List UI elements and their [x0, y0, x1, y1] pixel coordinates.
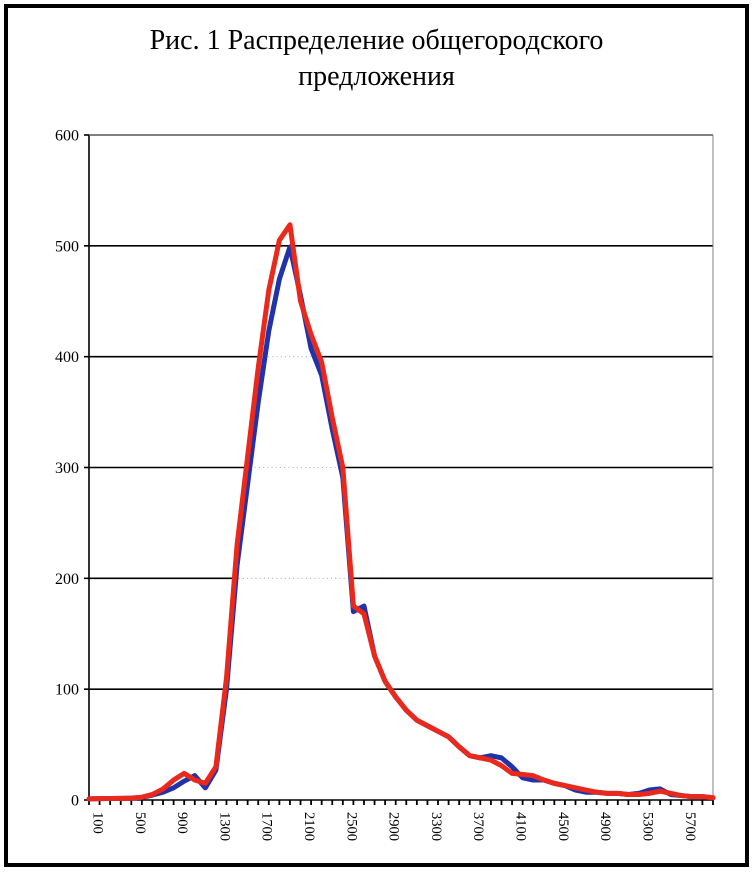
svg-text:100: 100: [90, 812, 106, 834]
svg-text:1700: 1700: [259, 812, 275, 841]
svg-text:4500: 4500: [555, 812, 571, 841]
svg-text:500: 500: [132, 812, 148, 834]
svg-text:200: 200: [55, 571, 79, 588]
svg-text:900: 900: [174, 812, 190, 834]
svg-text:5300: 5300: [639, 812, 655, 841]
svg-text:0: 0: [71, 793, 79, 810]
svg-text:2100: 2100: [301, 812, 317, 841]
svg-text:2500: 2500: [343, 812, 359, 841]
svg-text:500: 500: [55, 238, 79, 255]
svg-text:4100: 4100: [513, 812, 529, 841]
svg-text:100: 100: [55, 682, 79, 699]
svg-text:1300: 1300: [216, 812, 232, 841]
svg-text:2900: 2900: [386, 812, 402, 841]
svg-text:3700: 3700: [470, 812, 486, 841]
svg-text:300: 300: [55, 460, 79, 477]
svg-text:3300: 3300: [428, 812, 444, 841]
svg-text:400: 400: [55, 349, 79, 366]
svg-text:5700: 5700: [682, 812, 698, 841]
svg-text:600: 600: [55, 128, 79, 145]
svg-text:4900: 4900: [597, 812, 613, 841]
